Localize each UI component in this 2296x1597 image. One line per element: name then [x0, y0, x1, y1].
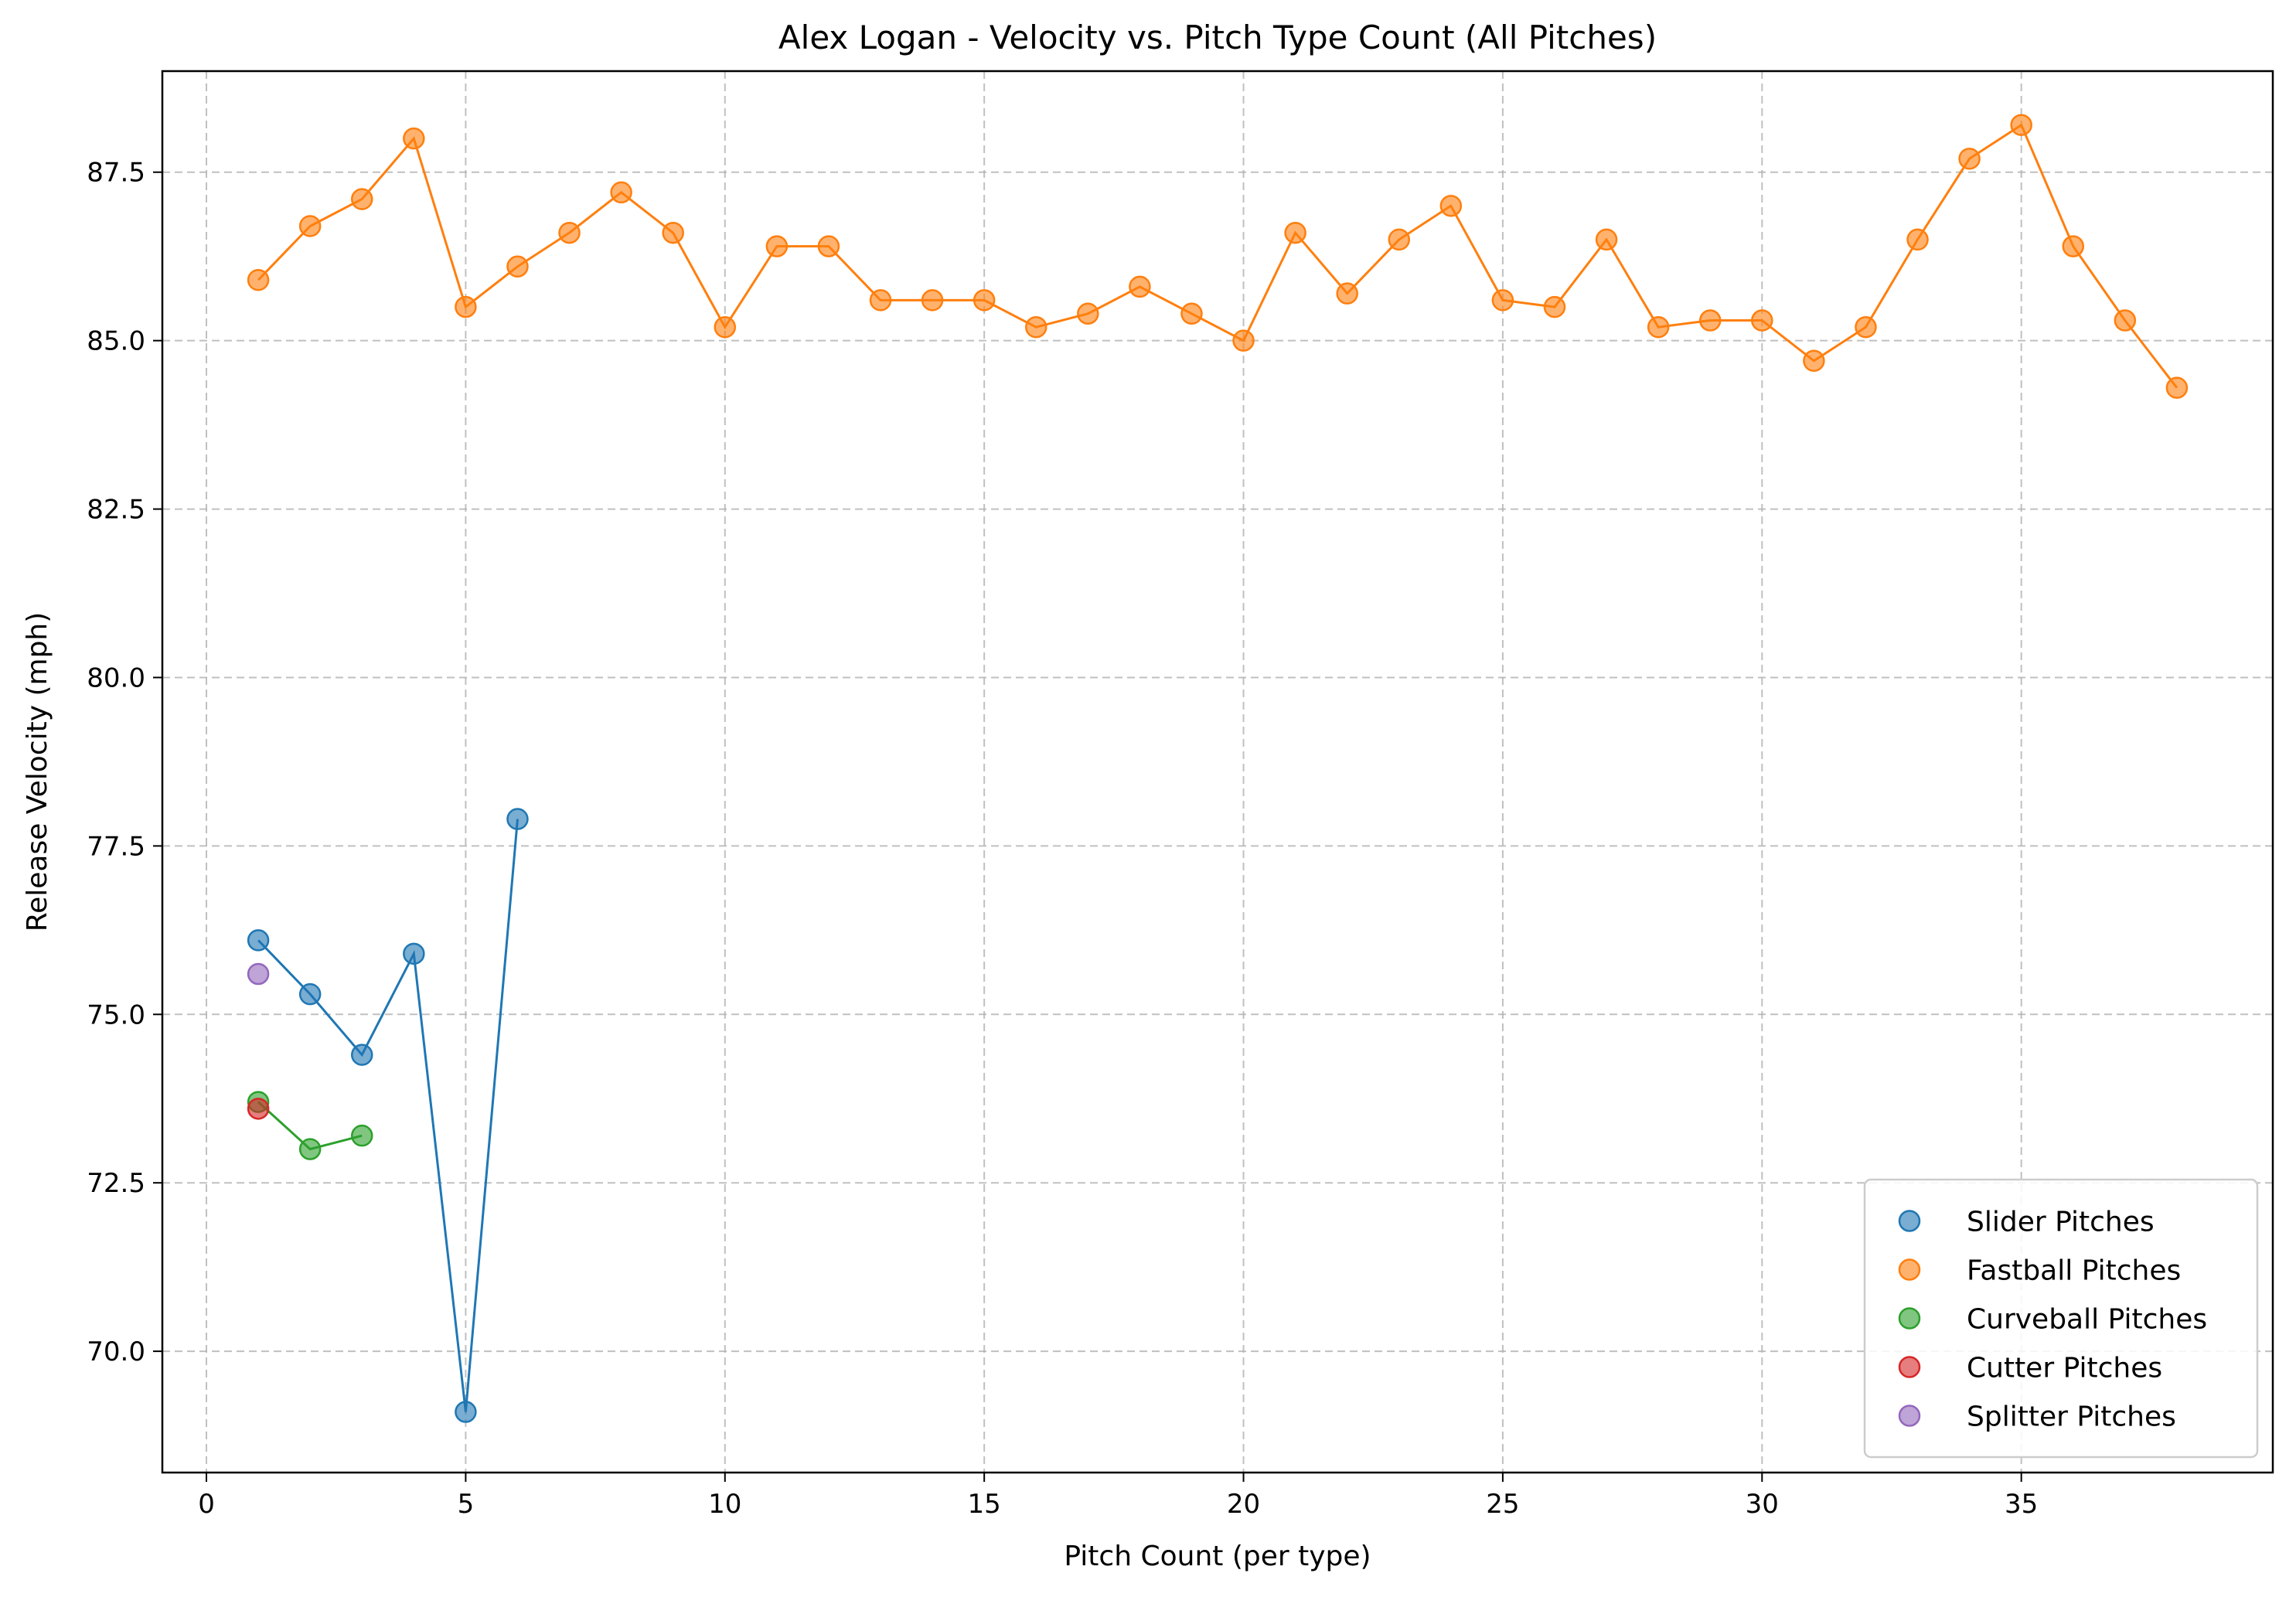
plot-series — [247, 114, 2189, 1423]
data-point — [662, 221, 684, 244]
y-tick-label: 87.5 — [87, 158, 145, 189]
legend-marker — [1898, 1258, 1921, 1281]
data-point — [1284, 221, 1306, 244]
data-point — [1129, 275, 1151, 298]
data-point — [350, 1124, 373, 1147]
data-point — [2165, 376, 2189, 399]
plot-frame — [161, 70, 2274, 1474]
data-point — [1595, 228, 1618, 251]
data-point — [403, 942, 425, 965]
x-tick-label: 10 — [708, 1489, 741, 1520]
data-point — [1751, 309, 1773, 332]
x-tick-label: 20 — [1227, 1489, 1260, 1520]
data-point — [298, 982, 322, 1006]
data-point — [765, 235, 789, 257]
y-tick-label: 82.5 — [87, 495, 145, 526]
data-point — [921, 289, 944, 312]
legend-label: Fastball Pitches — [1967, 1255, 2181, 1287]
legend-item-splitter-pitches: Splitter Pitches — [1898, 1401, 2176, 1433]
y-axis-title: Release Velocity (mph) — [22, 612, 53, 932]
data-point — [1232, 329, 1255, 352]
data-point — [2062, 235, 2085, 257]
y-tick-label: 80.0 — [87, 662, 145, 693]
data-point — [298, 1138, 322, 1160]
legend-marker — [1898, 1307, 1921, 1330]
data-point — [1388, 228, 1411, 251]
y-tick-label: 85.0 — [87, 326, 145, 357]
data-point — [1698, 309, 1722, 332]
series-fastball-pitches — [247, 114, 2189, 399]
data-point — [247, 1098, 270, 1120]
data-point — [2010, 114, 2032, 136]
data-point — [1024, 315, 1048, 339]
x-tick-label: 35 — [2005, 1489, 2038, 1520]
series-splitter-pitches — [247, 962, 270, 986]
data-point — [350, 188, 373, 210]
data-point — [1439, 195, 1463, 217]
data-point — [403, 127, 425, 150]
axis-ticks: 0 5 10 15 20 25 30 35 70.0 72.5 75.0 77.5 80.0 82.5 85… — [87, 158, 2038, 1520]
data-point — [247, 268, 270, 291]
legend-marker — [1898, 1405, 1921, 1427]
legend-label: Slider Pitches — [1967, 1207, 2155, 1238]
data-point — [350, 1044, 373, 1066]
legend-label: Cutter Pitches — [1967, 1353, 2162, 1384]
data-point — [1077, 302, 1099, 325]
data-point — [973, 289, 996, 312]
data-point — [817, 235, 840, 257]
data-point — [869, 289, 892, 312]
y-tick-label: 77.5 — [87, 831, 145, 862]
data-point — [247, 962, 270, 986]
y-tick-label: 75.0 — [87, 999, 145, 1030]
data-point — [1647, 315, 1670, 339]
x-tick-label: 25 — [1486, 1489, 1519, 1520]
data-point — [714, 315, 737, 339]
legend-label: Curveball Pitches — [1967, 1304, 2207, 1336]
x-tick-label: 5 — [458, 1489, 475, 1520]
data-point — [610, 181, 632, 204]
chart-title: Alex Logan - Velocity vs. Pitch Type Cou… — [778, 19, 1657, 56]
data-point — [455, 1401, 477, 1423]
x-tick-label: 15 — [968, 1489, 1001, 1520]
legend-box — [1863, 1178, 2259, 1459]
x-tick-label: 30 — [1746, 1489, 1779, 1520]
y-tick-label: 72.5 — [87, 1168, 145, 1199]
data-point — [455, 295, 477, 318]
series-slider-pitches — [247, 808, 529, 1423]
data-point — [506, 808, 529, 830]
data-point — [506, 255, 529, 278]
legend-item-slider-pitches: Slider Pitches — [1898, 1207, 2155, 1238]
data-point — [1855, 315, 1877, 339]
legend: Slider Pitches Fastball Pitches Curveball … — [1863, 1178, 2259, 1459]
legend-item-curveball-pitches: Curveball Pitches — [1898, 1304, 2207, 1336]
data-point — [1491, 289, 1514, 312]
legend-marker — [1898, 1356, 1921, 1378]
data-point — [247, 929, 270, 952]
data-point — [1336, 282, 1358, 305]
legend-item-fastball-pitches: Fastball Pitches — [1898, 1255, 2181, 1287]
data-point — [1906, 228, 1929, 251]
data-point — [1180, 302, 1203, 325]
data-point — [298, 215, 322, 237]
legend-marker — [1898, 1210, 1921, 1232]
y-tick-label: 70.0 — [87, 1337, 145, 1367]
data-point — [1543, 295, 1566, 318]
data-point — [1958, 148, 1981, 170]
legend-item-cutter-pitches: Cutter Pitches — [1898, 1353, 2162, 1384]
data-point — [558, 221, 581, 244]
series-line-slider-pitches — [257, 819, 519, 1412]
data-point — [1803, 349, 1825, 373]
legend-label: Splitter Pitches — [1967, 1401, 2176, 1433]
series-cutter-pitches — [247, 1098, 270, 1120]
x-axis-title: Pitch Count (per type) — [1064, 1541, 1371, 1572]
x-tick-label: 0 — [198, 1489, 215, 1520]
data-point — [2114, 309, 2137, 332]
